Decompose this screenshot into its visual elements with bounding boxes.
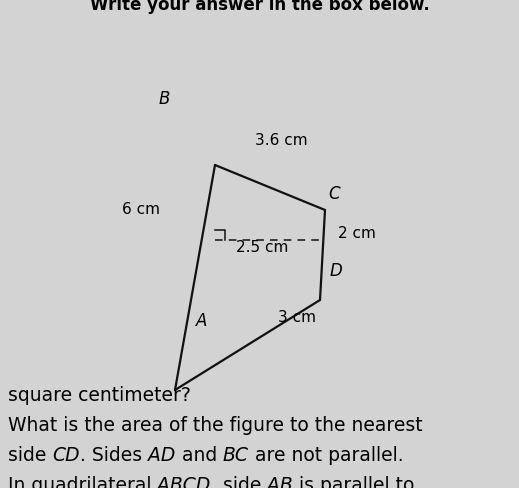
Text: AD: AD: [148, 446, 175, 465]
Text: C: C: [328, 185, 339, 203]
Text: In quadrilateral: In quadrilateral: [8, 476, 157, 488]
Text: 3.6 cm: 3.6 cm: [255, 133, 308, 148]
Text: 6 cm: 6 cm: [122, 203, 160, 218]
Text: B: B: [159, 90, 170, 108]
Text: D: D: [330, 262, 343, 280]
Text: CD: CD: [52, 446, 80, 465]
Text: are not parallel.: are not parallel.: [249, 446, 403, 465]
Text: side: side: [8, 446, 52, 465]
Text: 2.5 cm: 2.5 cm: [236, 240, 288, 255]
Text: Write your answer in the box below.: Write your answer in the box below.: [90, 0, 429, 14]
Text: ABCD: ABCD: [157, 476, 211, 488]
Text: A: A: [196, 312, 207, 330]
Text: 2 cm: 2 cm: [338, 225, 376, 241]
Text: and: and: [175, 446, 223, 465]
Text: What is the area of the figure to the nearest: What is the area of the figure to the ne…: [8, 416, 422, 435]
Text: square centimeter?: square centimeter?: [8, 386, 191, 405]
Text: 3 cm: 3 cm: [278, 310, 316, 325]
Text: AB: AB: [267, 476, 293, 488]
Text: , side: , side: [211, 476, 267, 488]
Text: is parallel to: is parallel to: [293, 476, 414, 488]
Text: BC: BC: [223, 446, 249, 465]
Text: . Sides: . Sides: [80, 446, 148, 465]
